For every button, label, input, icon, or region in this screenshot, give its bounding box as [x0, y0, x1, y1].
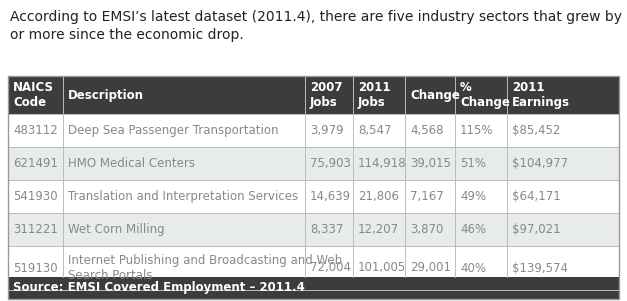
Text: $139,574: $139,574	[512, 262, 568, 275]
Text: According to EMSI’s latest dataset (2011.4), there are five industry sectors tha: According to EMSI’s latest dataset (2011…	[10, 10, 627, 24]
Bar	[8, 147, 619, 180]
Text: 12,207: 12,207	[358, 223, 399, 236]
Text: 75,903: 75,903	[310, 157, 351, 170]
Text: 2007
Jobs: 2007 Jobs	[310, 81, 342, 109]
Text: 8,337: 8,337	[310, 223, 344, 236]
Text: 39,015: 39,015	[410, 157, 451, 170]
Text: Translation and Interpretation Services: Translation and Interpretation Services	[68, 190, 298, 203]
Text: $97,021: $97,021	[512, 223, 561, 236]
Bar	[8, 76, 619, 299]
Bar	[8, 180, 619, 213]
Text: 72,004: 72,004	[310, 262, 351, 275]
Text: Internet Publishing and Broadcasting and Web
Search Portals: Internet Publishing and Broadcasting and…	[68, 254, 342, 282]
Text: 101,005: 101,005	[358, 262, 406, 275]
Text: 2011
Jobs: 2011 Jobs	[358, 81, 391, 109]
Text: 311221: 311221	[13, 223, 58, 236]
Text: $85,452: $85,452	[512, 124, 561, 137]
Text: 7,167: 7,167	[410, 190, 444, 203]
Text: HMO Medical Centers: HMO Medical Centers	[68, 157, 195, 170]
Text: %
Change: % Change	[460, 81, 510, 109]
Bar	[8, 213, 619, 246]
Text: 46%: 46%	[460, 223, 486, 236]
Text: 21,806: 21,806	[358, 190, 399, 203]
Text: 2011
Earnings: 2011 Earnings	[512, 81, 570, 109]
Text: 3,979: 3,979	[310, 124, 344, 137]
Text: 49%: 49%	[460, 190, 486, 203]
Text: 621491: 621491	[13, 157, 58, 170]
Text: NAICS
Code: NAICS Code	[13, 81, 54, 109]
Text: 3,870: 3,870	[410, 223, 443, 236]
Text: Description: Description	[68, 88, 144, 101]
Bar	[8, 114, 619, 147]
Text: 519130: 519130	[13, 262, 58, 275]
Text: 51%: 51%	[460, 157, 486, 170]
Text: 114,918: 114,918	[358, 157, 407, 170]
Text: 29,001: 29,001	[410, 262, 451, 275]
Text: 4,568: 4,568	[410, 124, 443, 137]
Text: Deep Sea Passenger Transportation: Deep Sea Passenger Transportation	[68, 124, 278, 137]
Text: 8,547: 8,547	[358, 124, 391, 137]
Text: $104,977: $104,977	[512, 157, 568, 170]
Bar	[8, 76, 619, 114]
Text: 541930: 541930	[13, 190, 58, 203]
Text: Wet Corn Milling: Wet Corn Milling	[68, 223, 165, 236]
Text: 115%: 115%	[460, 124, 493, 137]
Bar	[8, 277, 619, 299]
Text: Source: EMSI Covered Employment – 2011.4: Source: EMSI Covered Employment – 2011.4	[13, 281, 305, 294]
Bar	[8, 246, 619, 290]
Text: Change: Change	[410, 88, 460, 101]
Text: $64,171: $64,171	[512, 190, 561, 203]
Text: 483112: 483112	[13, 124, 58, 137]
Text: 40%: 40%	[460, 262, 486, 275]
Text: or more since the economic drop.: or more since the economic drop.	[10, 28, 244, 42]
Text: 14,639: 14,639	[310, 190, 351, 203]
